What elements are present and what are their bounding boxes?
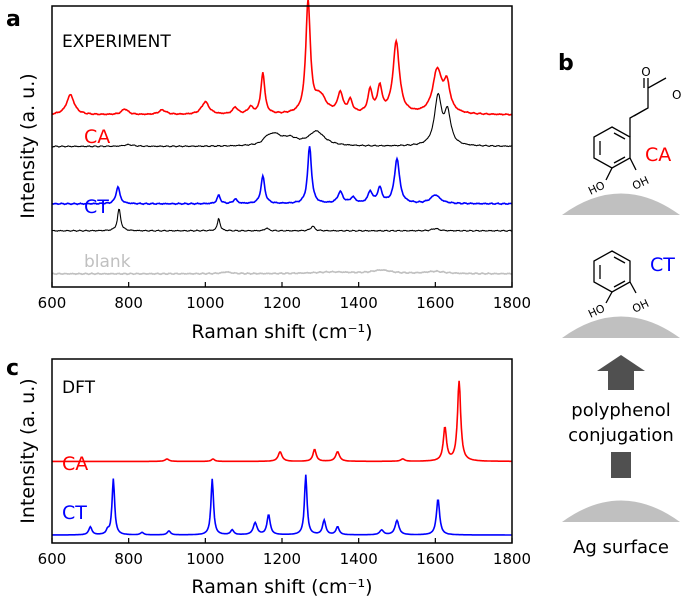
panel-c-x-tick-label: 1400 — [340, 550, 378, 568]
panel-c-x-tick-label: 1000 — [186, 550, 224, 568]
panel-a-annotation: EXPERIMENT — [62, 32, 171, 52]
ca-atom-o: O — [641, 65, 650, 79]
panel-c-y-axis-label: Intensity (a. u.) — [17, 378, 39, 523]
panel-a-x-axis-label: Raman shift (cm⁻¹) — [191, 321, 372, 343]
panel-a-label-ca: CA — [84, 126, 110, 148]
ca-atom-ho: HO — [586, 179, 607, 198]
panel-label-b: b — [558, 51, 574, 76]
panel-c-plot-frame — [51, 358, 513, 544]
ct-atom-oh: OH — [630, 297, 651, 316]
panel-a-chart: 600 800 1000 1200 1400 1600 1800 EXPERIMENT CA… — [17, 0, 531, 343]
panel-c-x-tick-label: 600 — [38, 550, 67, 568]
ct-oh-bond — [629, 281, 637, 294]
panel-c-label-ca: CA — [62, 453, 88, 475]
ca-atom-o: O — [672, 88, 681, 102]
panel-label-a: a — [6, 7, 21, 32]
panel-c-x-tick-label: 1600 — [416, 550, 454, 568]
panel-a-series-line-black-3 — [51, 208, 512, 233]
panel-a-x-tick-label: 800 — [114, 294, 143, 312]
ca-ring-double-bond — [613, 132, 626, 140]
ca-ring-double-bond — [613, 156, 626, 164]
panel-c-label-ct: CT — [62, 502, 87, 524]
ca-molecule-label: CA — [645, 144, 671, 166]
panel-a-x-tick-label: 1000 — [186, 294, 224, 312]
panel-c-x-ticks: 600 800 1000 1200 1400 1600 1800 — [38, 538, 531, 568]
panel-c-series-line-ct — [52, 474, 512, 536]
arrow-text-line1: polyphenol — [571, 400, 670, 421]
ct-oh-bond — [605, 291, 613, 304]
panel-a-label-ct: CT — [84, 196, 109, 218]
panel-a-x-ticks: 600 800 1000 1200 1400 1600 1800 — [38, 282, 531, 312]
ca-oh-bond — [605, 167, 613, 181]
panel-a-x-tick-label: 1800 — [493, 294, 531, 312]
panel-a-series-line-ct — [51, 146, 513, 206]
panel-c-x-tick-label: 1800 — [493, 550, 531, 568]
panel-a-x-tick-label: 1200 — [263, 294, 301, 312]
up-arrow-icon — [597, 355, 645, 390]
ca-side-chain-double-bond — [633, 108, 647, 117]
panel-a-series-line-black-1 — [51, 92, 513, 148]
panel-c-x-tick-label: 800 — [114, 550, 143, 568]
panel-a-x-tick-label: 600 — [38, 294, 67, 312]
panel-c-x-axis-label: Raman shift (cm⁻¹) — [191, 576, 372, 598]
panel-c-series-group — [52, 380, 512, 536]
panel-label-c: c — [6, 356, 19, 381]
ag-surface-middle — [562, 316, 680, 338]
panel-a-series-line-blank — [51, 268, 513, 276]
ca-oh-bond — [629, 157, 637, 171]
panel-c-annotation: DFT — [62, 378, 96, 398]
panel-a-x-tick-label: 1600 — [416, 294, 454, 312]
panel-a-y-axis-label: Intensity (a. u.) — [17, 73, 39, 218]
ag-surface-bottom — [562, 500, 680, 522]
panel-c-chart: 600 800 1000 1200 1400 1600 1800 DFT CA CT Ram… — [17, 358, 531, 598]
ct-ring-double-bond — [613, 280, 626, 288]
arrow-text-line2: conjugation — [568, 425, 674, 446]
panel-b-schematic: O O HO OH CA HO OH CT polyphenol conjuga… — [562, 65, 681, 558]
arrow-stem-icon — [611, 452, 631, 478]
panel-c-x-tick-label: 1200 — [263, 550, 301, 568]
panel-c-series-line-ca — [52, 380, 512, 463]
ca-atom-oh: OH — [630, 174, 651, 193]
panel-a-label-blank: blank — [84, 252, 131, 272]
ct-ring-double-bond — [613, 256, 626, 264]
ag-surface-label: Ag surface — [573, 537, 669, 558]
panel-a-series-line-ca — [51, 0, 513, 116]
panel-a-x-tick-label: 1400 — [340, 294, 378, 312]
ct-molecule-label: CT — [650, 254, 675, 276]
panel-a-series-group — [51, 0, 513, 276]
ca-side-chain — [629, 77, 667, 137]
ct-atom-ho: HO — [586, 302, 607, 321]
ag-surface-top — [562, 193, 680, 215]
